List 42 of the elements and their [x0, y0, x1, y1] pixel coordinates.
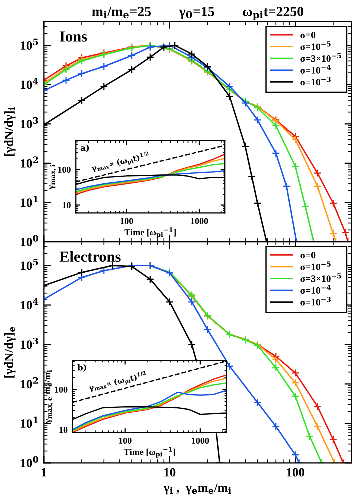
- legend-label: σ=10$^{−3}$: [300, 76, 331, 86]
- y-tick-label: 10$^{5}$: [21, 38, 38, 50]
- x-tick-label: 1000: [191, 218, 208, 224]
- y-axis-title: [γdN/dγ]$_{e}$: [4, 327, 16, 378]
- legend-label: σ=3×10$^{−5}$: [300, 53, 342, 62]
- x-axis-title: Time [ω$_{pi}$$^{−1}$]: [124, 447, 176, 458]
- y-axis-title: γ$_{max,i}$: [50, 164, 56, 190]
- y-axis-title: [γdN/dγ]$_{i}$: [4, 107, 16, 156]
- y-tick-label: 10$^{0}$: [21, 456, 38, 468]
- legend-label: σ=10$^{−5}$: [300, 262, 331, 270]
- x-tick-label: 1: [42, 468, 47, 477]
- y-tick-label: 10: [62, 202, 71, 208]
- legend-label: σ=10$^{−4}$: [300, 285, 332, 294]
- y-tick-label: 10$^{2}$: [21, 377, 38, 389]
- legend-label: σ=0: [300, 252, 316, 259]
- y-tick-label: 10$^{1}$: [21, 416, 38, 428]
- y-tick-label: 10$^{1}$: [21, 196, 38, 208]
- y-tick-label: 100: [55, 386, 68, 393]
- y-tick-label: 10$^{3}$: [21, 117, 38, 129]
- y-tick-label: 10$^{4}$: [21, 78, 39, 90]
- x-axis-title: γ$_{i}$ , γ$_{e}$m$_{e}$/m$_{i}$: [164, 484, 232, 495]
- chart-title: m$_{i}$/m$_{e}$=25 γ$_{0}$=15 ω$_{pi}$t=2250: [92, 7, 304, 20]
- legend-label: σ=10$^{−3}$: [300, 297, 331, 306]
- y-tick-label: 10$^{0}$: [21, 235, 38, 246]
- annotation: Ions: [60, 32, 88, 42]
- x-tick-label: 1000: [192, 438, 210, 444]
- legend-label: σ=10$^{−5}$: [300, 42, 331, 50]
- y-tick-label: 10$^{5}$: [21, 259, 38, 270]
- legend-label: σ=3×10$^{−5}$: [300, 274, 342, 282]
- y-tick-label: 10$^{4}$: [21, 298, 39, 310]
- x-tick-label: 100: [287, 468, 304, 477]
- legend-label: σ=10$^{−4}$: [300, 65, 332, 74]
- annotation: a): [80, 144, 90, 152]
- y-tick-label: 10: [60, 427, 68, 434]
- y-tick-label: 10$^{3}$: [21, 338, 38, 350]
- y-tick-label: 10$^{2}$: [21, 156, 38, 168]
- x-axis-title: Time [ω$_{pi}$$^{−1}$]: [124, 228, 176, 238]
- y-tick-label: 100: [58, 166, 71, 174]
- x-tick-label: 10: [164, 468, 176, 477]
- annotation: Electrons: [60, 251, 121, 262]
- legend-label: σ=0: [300, 32, 316, 39]
- annotation: b): [78, 364, 86, 372]
